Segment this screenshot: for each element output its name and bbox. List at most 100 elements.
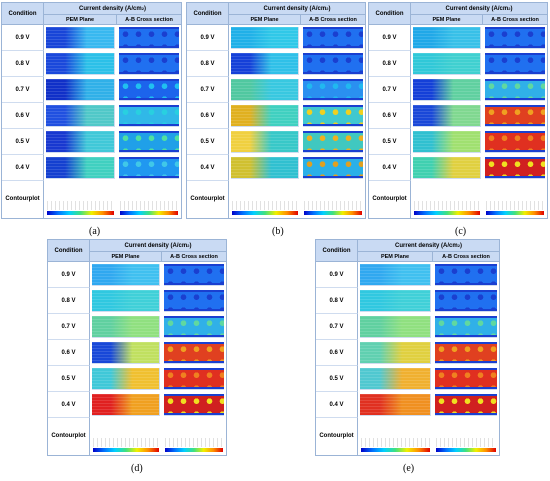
- color-scale-bar: [304, 211, 362, 215]
- pem-channel-streaks: [231, 157, 298, 178]
- ab-cross-section-contour: [485, 105, 545, 127]
- color-scale-bar: [93, 448, 159, 452]
- pem-channel-streaks: [413, 53, 480, 74]
- voltage-label: 0.9 V: [48, 262, 90, 288]
- ab-cross-section-contour: [303, 27, 363, 49]
- pem-plane-contour: [231, 157, 299, 179]
- voltage-label: 0.4 V: [48, 392, 90, 418]
- ab-cross-section-contour: [435, 290, 497, 312]
- contour-line-2: plot: [74, 433, 86, 440]
- pem-channel-streaks: [360, 394, 430, 415]
- current-density-header: Current density (A/cm 2): [358, 240, 499, 252]
- voltage-label: 0.8 V: [187, 51, 229, 77]
- voltage-label: 0.9 V: [187, 25, 229, 51]
- pem-channel-streaks: [231, 105, 298, 126]
- voltage-label: 0.9 V: [2, 25, 44, 51]
- ab-cross-section-header: A-B Cross section: [301, 15, 365, 25]
- condition-header: Condition: [316, 240, 358, 262]
- current-density-header: Current density (A/cm 2): [411, 3, 547, 15]
- ab-cross-section-contour: [119, 27, 179, 49]
- figure-panel-b: Condition Current density (A/cm 2) PEM Plan…: [186, 2, 366, 219]
- ab-cross-section-contour: [164, 316, 224, 338]
- color-scale-ticks: [120, 201, 178, 210]
- ab-cross-section-contour: [303, 53, 363, 75]
- pem-channel-streaks: [231, 27, 298, 48]
- pem-plane-contour: [46, 131, 115, 153]
- ab-cross-section-contour: [485, 27, 545, 49]
- header-title-end: ): [459, 242, 462, 249]
- pem-plane-contour: [413, 131, 481, 153]
- current-density-header: Current density (A/cm 2): [44, 3, 181, 15]
- figure-panel-d: Condition Current density (A/cm 2) PEM Plan…: [47, 239, 227, 456]
- pem-plane-contour: [92, 342, 160, 364]
- color-scale-ab: [433, 418, 499, 455]
- panel-caption-d: (d): [131, 463, 143, 474]
- pem-channel-streaks: [231, 79, 298, 100]
- voltage-label: 0.7 V: [316, 314, 358, 340]
- color-scale-ticks: [361, 438, 430, 447]
- color-scale-ticks: [232, 201, 298, 210]
- voltage-label: 0.7 V: [369, 77, 411, 103]
- header-title-superscript: 2: [457, 243, 460, 248]
- ab-cross-section-contour: [119, 157, 179, 179]
- ab-cross-section-contour: [164, 264, 224, 286]
- pem-plane-contour: [413, 53, 481, 75]
- color-scale-bar: [232, 211, 298, 215]
- voltage-label: 0.8 V: [48, 288, 90, 314]
- voltage-label: 0.5 V: [369, 129, 411, 155]
- ab-cross-section-contour: [435, 368, 497, 390]
- pem-plane-contour: [360, 368, 431, 390]
- pem-channel-streaks: [46, 79, 114, 100]
- voltage-label: 0.4 V: [2, 155, 44, 181]
- pem-plane-contour: [46, 27, 115, 49]
- color-scale-pem: [90, 418, 162, 455]
- pem-plane-contour: [360, 316, 431, 338]
- color-scale-bar: [436, 448, 496, 452]
- contour-plot-label: Contour plot: [2, 181, 44, 218]
- pem-plane-contour: [360, 264, 431, 286]
- condition-header: Condition: [48, 240, 90, 262]
- voltage-label: 0.8 V: [316, 288, 358, 314]
- pem-channel-streaks: [92, 264, 159, 285]
- color-scale-ab: [483, 181, 547, 218]
- pem-channel-streaks: [360, 264, 430, 285]
- pem-plane-contour: [46, 105, 115, 127]
- color-scale-pem: [44, 181, 117, 218]
- contour-line-1: Contour: [51, 433, 75, 440]
- color-scale-bar: [120, 211, 178, 215]
- color-scale-bar: [486, 211, 544, 215]
- pem-channel-streaks: [92, 368, 159, 389]
- figure-panel-e: Condition Current density (A/cm 2) PEM Plan…: [315, 239, 500, 456]
- color-scale-ticks: [165, 438, 223, 447]
- contour-plot-label: Contour plot: [48, 418, 90, 455]
- ab-cross-section-header: A-B Cross section: [117, 15, 181, 25]
- pem-plane-header: PEM Plane: [229, 15, 301, 25]
- pem-channel-streaks: [231, 53, 298, 74]
- header-title-text: Current density (A/cm: [395, 242, 458, 249]
- color-scale-ticks: [436, 438, 496, 447]
- header-title-text: Current density (A/cm: [124, 242, 188, 249]
- condition-header: Condition: [2, 3, 44, 25]
- voltage-label: 0.7 V: [48, 314, 90, 340]
- header-title-end: ): [143, 5, 146, 12]
- ab-cross-section-contour: [303, 131, 363, 153]
- pem-channel-streaks: [413, 157, 480, 178]
- contour-line-2: plot: [213, 196, 225, 203]
- pem-plane-contour: [360, 290, 431, 312]
- contour-line-1: Contour: [319, 433, 343, 440]
- pem-channel-streaks: [413, 105, 480, 126]
- pem-channel-streaks: [413, 27, 480, 48]
- color-scale-pem: [229, 181, 301, 218]
- pem-plane-contour: [231, 27, 299, 49]
- pem-channel-streaks: [92, 342, 159, 363]
- condition-header: Condition: [187, 3, 229, 25]
- ab-cross-section-header: A-B Cross section: [483, 15, 547, 25]
- ab-cross-section-contour: [435, 394, 497, 416]
- color-scale-ab: [162, 418, 226, 455]
- color-scale-pem: [411, 181, 483, 218]
- panel-caption-c: (c): [455, 226, 467, 237]
- pem-channel-streaks: [46, 53, 114, 74]
- panel-caption-a: (a): [89, 226, 101, 237]
- header-title-end: ): [510, 5, 513, 12]
- current-density-header: Current density (A/cm 2): [229, 3, 365, 15]
